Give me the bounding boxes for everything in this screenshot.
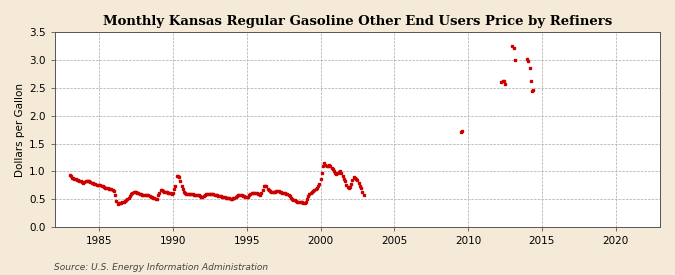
Y-axis label: Dollars per Gallon: Dollars per Gallon bbox=[15, 82, 25, 177]
Title: Monthly Kansas Regular Gasoline Other End Users Price by Refiners: Monthly Kansas Regular Gasoline Other En… bbox=[103, 15, 612, 28]
Text: Source: U.S. Energy Information Administration: Source: U.S. Energy Information Administ… bbox=[54, 263, 268, 272]
